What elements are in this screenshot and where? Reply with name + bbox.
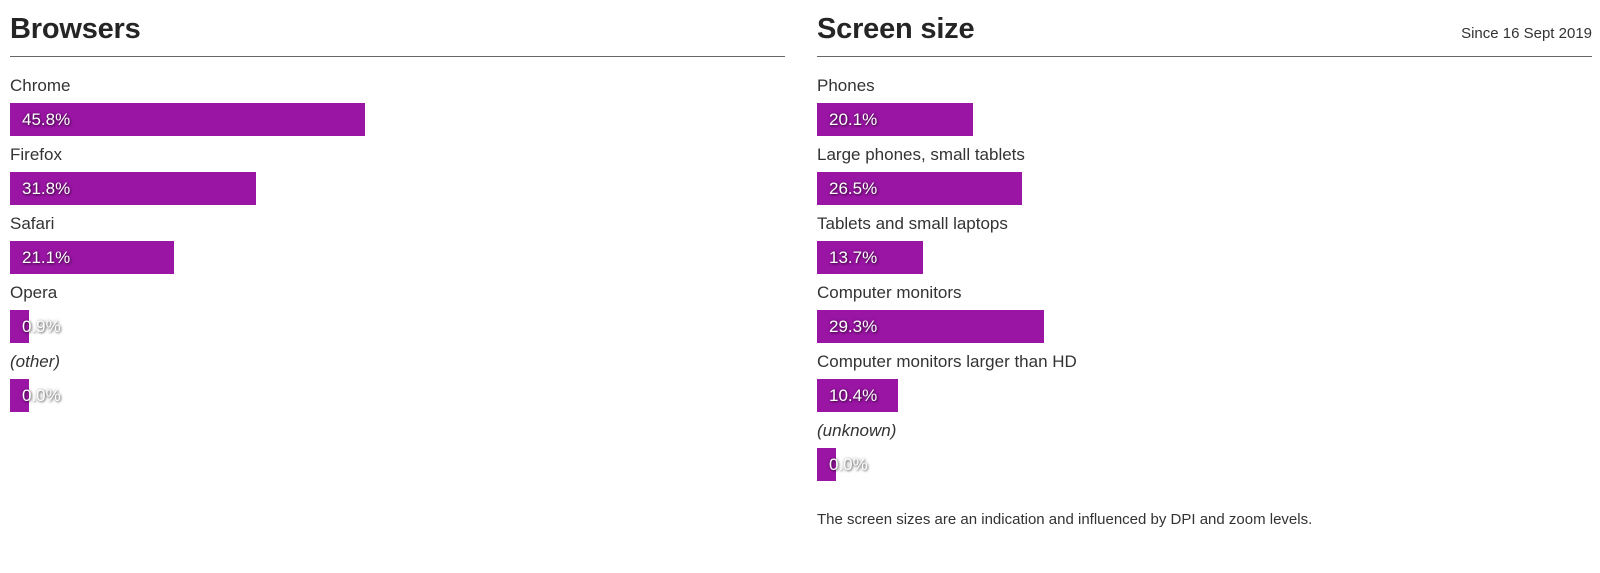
- chart-row: Opera 0.9%: [10, 282, 785, 343]
- screen-size-chart-section: Screen size Since 16 Sept 2019 Phones 20…: [817, 12, 1592, 528]
- chart-row-label: Firefox: [10, 145, 62, 164]
- chart-bar-track: 10.4%: [817, 379, 1592, 412]
- chart-bar-track: 45.8%: [10, 103, 785, 136]
- chart-bar: 0.9%: [10, 310, 61, 343]
- chart-row-label: Large phones, small tablets: [817, 145, 1025, 164]
- chart-row-label: (unknown): [817, 421, 897, 440]
- chart-bar-track: 26.5%: [817, 172, 1592, 205]
- chart-bar: 0.0%: [817, 448, 868, 481]
- chart-bar-value: 26.5%: [829, 178, 878, 198]
- chart-row-label: Tablets and small laptops: [817, 214, 1008, 233]
- chart-bar: 0.0%: [10, 379, 61, 412]
- chart-bar: 21.1%: [10, 241, 174, 274]
- chart-row: Tablets and small laptops 13.7%: [817, 213, 1592, 274]
- chart-row-label: (other): [10, 352, 61, 371]
- chart-bar-track: 0.9%: [10, 310, 785, 343]
- chart-row-label: Safari: [10, 214, 55, 233]
- chart-bar-value: 10.4%: [829, 385, 878, 405]
- chart-bar-value: 21.1%: [22, 247, 71, 267]
- chart-bar-track: 0.0%: [10, 379, 785, 412]
- chart-row: (other) 0.0%: [10, 351, 785, 412]
- chart-row: Computer monitors 29.3%: [817, 282, 1592, 343]
- chart-bar: 45.8%: [10, 103, 365, 136]
- chart-row: Computer monitors larger than HD 10.4%: [817, 351, 1592, 412]
- chart-bar-value: 20.1%: [829, 109, 878, 129]
- charts-container: Browsers Chrome 45.8% Firefox 31.8% Safa…: [10, 12, 1592, 528]
- chart-bar: 20.1%: [817, 103, 973, 136]
- chart-bar-value: 0.0%: [829, 454, 868, 474]
- chart-bar-value: 45.8%: [22, 109, 71, 129]
- screen-size-chart-header: Screen size Since 16 Sept 2019: [817, 12, 1592, 57]
- browsers-chart-rows: Chrome 45.8% Firefox 31.8% Safari 21.1% …: [10, 75, 785, 412]
- chart-bar: 31.8%: [10, 172, 257, 205]
- chart-bar: 13.7%: [817, 241, 924, 274]
- browsers-chart-title: Browsers: [10, 13, 141, 45]
- chart-bar-value: 0.0%: [22, 385, 61, 405]
- chart-bar-value: 13.7%: [829, 247, 878, 267]
- chart-row-label: Phones: [817, 76, 875, 95]
- chart-row: Firefox 31.8%: [10, 144, 785, 205]
- chart-bar-value: 31.8%: [22, 178, 71, 198]
- chart-bar-value: 29.3%: [829, 316, 878, 336]
- chart-bar: 29.3%: [817, 310, 1045, 343]
- browsers-chart-section: Browsers Chrome 45.8% Firefox 31.8% Safa…: [10, 12, 785, 528]
- chart-row: Phones 20.1%: [817, 75, 1592, 136]
- chart-bar: 26.5%: [817, 172, 1023, 205]
- chart-bar-track: 31.8%: [10, 172, 785, 205]
- chart-bar-track: 13.7%: [817, 241, 1592, 274]
- chart-row: Safari 21.1%: [10, 213, 785, 274]
- chart-bar: 10.4%: [817, 379, 898, 412]
- chart-bar-value: 0.9%: [22, 316, 61, 336]
- chart-bar-track: 0.0%: [817, 448, 1592, 481]
- chart-row-label: Computer monitors: [817, 283, 962, 302]
- screen-size-chart-rows: Phones 20.1% Large phones, small tablets…: [817, 75, 1592, 481]
- chart-row: Chrome 45.8%: [10, 75, 785, 136]
- chart-bar-track: 29.3%: [817, 310, 1592, 343]
- screen-size-chart-note: The screen sizes are an indication and i…: [817, 511, 1313, 528]
- screen-size-chart-since: Since 16 Sept 2019: [1461, 25, 1592, 42]
- chart-row-label: Computer monitors larger than HD: [817, 352, 1077, 371]
- chart-bar-track: 21.1%: [10, 241, 785, 274]
- chart-row-label: Opera: [10, 283, 58, 302]
- chart-bar-track: 20.1%: [817, 103, 1592, 136]
- screen-size-chart-title: Screen size: [817, 13, 975, 45]
- chart-row: Large phones, small tablets 26.5%: [817, 144, 1592, 205]
- browsers-chart-header: Browsers: [10, 12, 785, 57]
- chart-row: (unknown) 0.0%: [817, 420, 1592, 481]
- chart-row-label: Chrome: [10, 76, 71, 95]
